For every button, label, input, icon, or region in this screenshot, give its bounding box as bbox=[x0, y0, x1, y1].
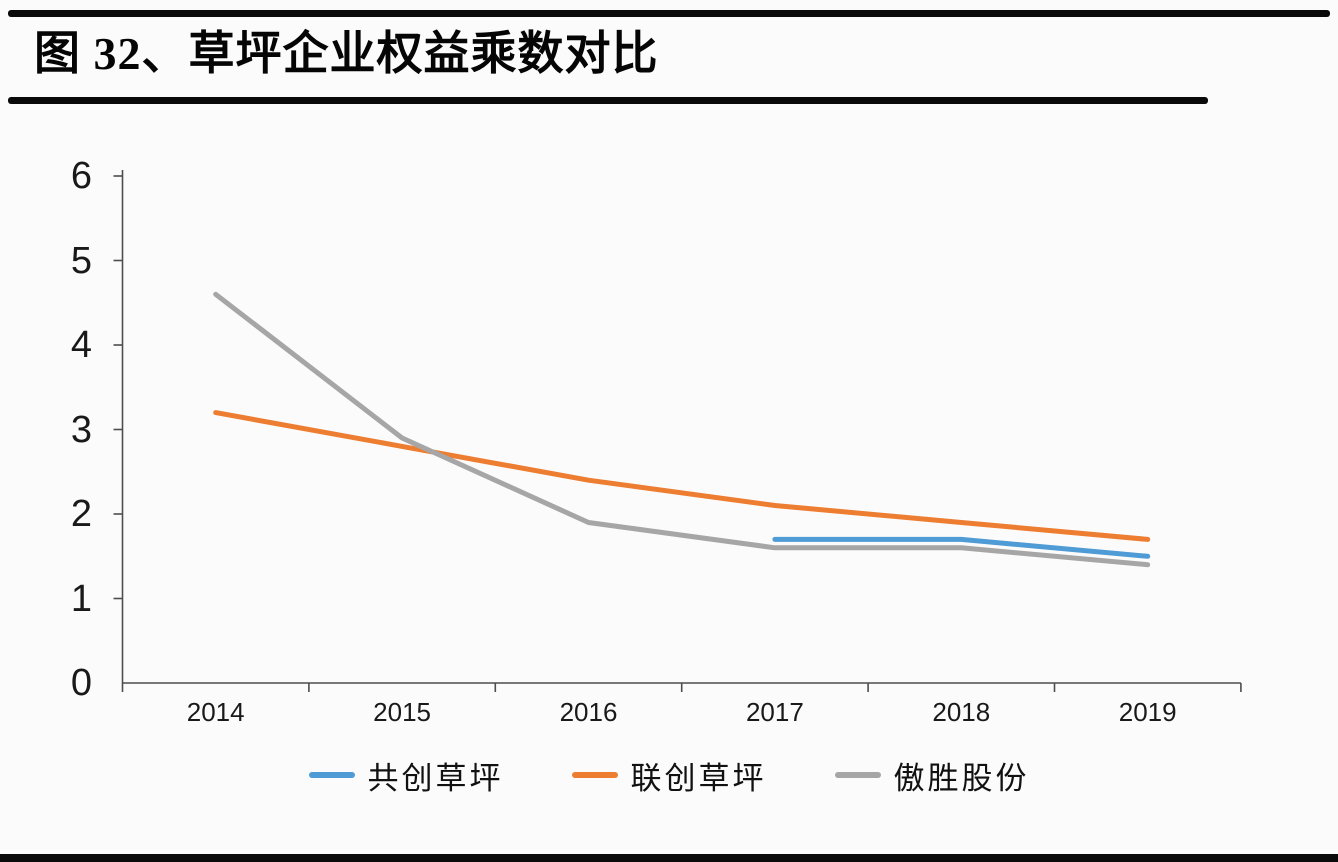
legend-swatch-icon bbox=[834, 772, 881, 778]
figure-title: 图 32、草坪企业权益乘数对比 bbox=[34, 28, 659, 79]
y-axis-tick-label: 6 bbox=[70, 155, 92, 197]
chart-legend: 共创草坪 联创草坪 傲胜股份 bbox=[0, 744, 1338, 806]
legend-item-1: 联创草坪 bbox=[571, 753, 767, 798]
legend-item-0: 共创草坪 bbox=[308, 753, 504, 798]
series-line-0 bbox=[772, 536, 1151, 559]
top-rule bbox=[8, 10, 1330, 17]
legend-swatch-icon bbox=[571, 772, 618, 778]
bottom-rule bbox=[0, 854, 1338, 862]
legend-label: 傲胜股份 bbox=[893, 760, 1030, 796]
series-line-2 bbox=[213, 291, 1151, 568]
legend-label: 联创草坪 bbox=[630, 760, 767, 796]
x-axis-tick-label: 2014 bbox=[186, 697, 245, 727]
y-axis-tick-label: 0 bbox=[70, 662, 92, 704]
y-axis-tick-label: 5 bbox=[70, 239, 92, 282]
series-line-1 bbox=[213, 410, 1151, 542]
y-axis-tick-label: 4 bbox=[70, 324, 92, 366]
title-underline bbox=[8, 97, 1208, 104]
x-axis-tick-label: 2018 bbox=[932, 697, 991, 727]
legend-label: 共创草坪 bbox=[367, 760, 504, 796]
legend-swatch-icon bbox=[308, 772, 355, 778]
x-axis-tick-label: 2015 bbox=[373, 697, 432, 727]
y-axis-tick-label: 2 bbox=[70, 493, 92, 535]
x-axis-tick-label: 2019 bbox=[1118, 697, 1177, 727]
x-axis-tick-label: 2017 bbox=[745, 697, 804, 727]
legend-item-2: 傲胜股份 bbox=[834, 753, 1030, 798]
y-axis-tick-label: 3 bbox=[70, 408, 92, 451]
x-axis-tick-label: 2016 bbox=[559, 697, 618, 727]
y-axis-tick-label: 1 bbox=[70, 577, 92, 620]
